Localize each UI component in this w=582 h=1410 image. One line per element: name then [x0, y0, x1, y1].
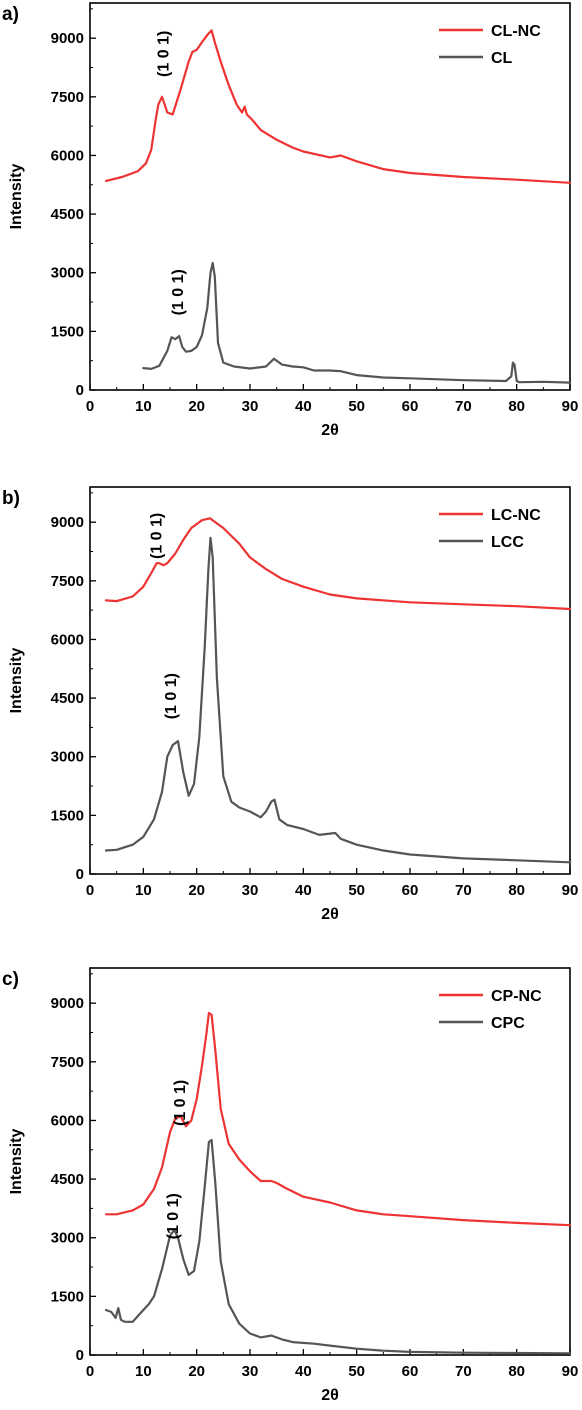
y-tick-label: 7500	[51, 89, 84, 106]
x-axis-title: 2θ	[321, 906, 339, 923]
y-tick-label: 4500	[51, 690, 84, 707]
y-tick-label: 7500	[51, 1054, 84, 1071]
legend-label: CL	[491, 50, 513, 67]
y-tick-label: 6000	[51, 631, 84, 648]
peak-annotation: (1 0 1)	[172, 1080, 189, 1126]
x-tick-label: 70	[455, 882, 472, 899]
x-tick-label: 30	[242, 882, 259, 899]
x-tick-label: 50	[348, 882, 365, 899]
x-tick-label: 70	[455, 398, 472, 415]
chart-panel: 0 10 20 30 40 50 60 70 80 90 0 1500 3000 4500 6000 7500…	[2, 967, 579, 1404]
y-tick-label: 6000	[51, 147, 84, 164]
panel-label: a)	[2, 4, 19, 25]
chart-panel: 0 10 20 30 40 50 60 70 80 90 0 1500 3000 4500 6000 7500…	[2, 486, 579, 923]
y-tick-label: 3000	[51, 1230, 84, 1247]
x-axis-title: 2θ	[321, 422, 339, 439]
panel-label: c)	[2, 969, 19, 990]
y-axis-title: Intensity	[8, 164, 25, 230]
x-tick-label: 50	[348, 398, 365, 415]
y-tick-label: 1500	[51, 1288, 84, 1305]
x-tick-label: 40	[295, 882, 312, 899]
y-tick-label: 0	[76, 866, 84, 883]
y-tick-label: 9000	[51, 514, 84, 531]
x-tick-label: 10	[135, 1363, 152, 1380]
y-tick-label: 4500	[51, 206, 84, 223]
y-tick-label: 0	[76, 1347, 84, 1364]
x-tick-label: 10	[135, 398, 152, 415]
x-tick-label: 20	[188, 1363, 205, 1380]
y-axis-title: Intensity	[8, 1129, 25, 1195]
x-tick-label: 20	[188, 882, 205, 899]
x-tick-label: 80	[508, 398, 525, 415]
y-tick-label: 1500	[51, 323, 84, 340]
y-tick-label: 3000	[51, 265, 84, 282]
y-tick-label: 6000	[51, 1112, 84, 1129]
chart-panel: 0 10 20 30 40 50 60 70 80 90 0 1500 3000 4500 6000 7500…	[2, 2, 579, 439]
x-axis-title: 2θ	[321, 1387, 339, 1404]
x-tick-label: 40	[295, 1363, 312, 1380]
peak-annotation: (1 0 1)	[163, 673, 180, 719]
peak-annotation: (1 0 1)	[156, 31, 173, 77]
x-tick-label: 0	[86, 398, 94, 415]
x-tick-label: 40	[295, 398, 312, 415]
legend-label: CL-NC	[491, 23, 541, 40]
y-tick-label: 9000	[51, 30, 84, 47]
series-line	[142, 261, 572, 384]
legend-label: CPC	[491, 1015, 525, 1032]
peak-annotation: (1 0 1)	[170, 269, 187, 315]
series-line	[104, 517, 572, 611]
series-line	[104, 536, 572, 864]
x-tick-label: 60	[402, 882, 419, 899]
peak-annotation: (1 0 1)	[165, 1193, 182, 1239]
x-tick-label: 50	[348, 1363, 365, 1380]
x-tick-label: 20	[188, 398, 205, 415]
y-tick-label: 3000	[51, 749, 84, 766]
x-tick-label: 80	[508, 882, 525, 899]
y-tick-label: 4500	[51, 1171, 84, 1188]
y-tick-label: 1500	[51, 807, 84, 824]
y-tick-label: 0	[76, 382, 84, 399]
panel-label: b)	[2, 488, 20, 509]
y-tick-label: 7500	[51, 573, 84, 590]
legend-label: LC-NC	[491, 507, 541, 524]
series-line	[104, 1138, 572, 1355]
x-tick-label: 30	[242, 1363, 259, 1380]
x-tick-label: 0	[86, 882, 94, 899]
y-axis-title: Intensity	[8, 648, 25, 714]
x-tick-label: 90	[562, 1363, 579, 1380]
series-line	[104, 1011, 572, 1227]
x-tick-label: 30	[242, 398, 259, 415]
x-tick-label: 10	[135, 882, 152, 899]
x-tick-label: 70	[455, 1363, 472, 1380]
legend-label: LCC	[491, 534, 524, 551]
y-tick-label: 9000	[51, 995, 84, 1012]
x-tick-label: 80	[508, 1363, 525, 1380]
x-tick-label: 90	[562, 882, 579, 899]
series-line	[104, 29, 572, 184]
peak-annotation: (1 0 1)	[149, 513, 166, 559]
legend-label: CP-NC	[491, 988, 542, 1005]
x-tick-label: 60	[402, 1363, 419, 1380]
x-tick-label: 0	[86, 1363, 94, 1380]
x-tick-label: 90	[562, 398, 579, 415]
x-tick-label: 60	[402, 398, 419, 415]
